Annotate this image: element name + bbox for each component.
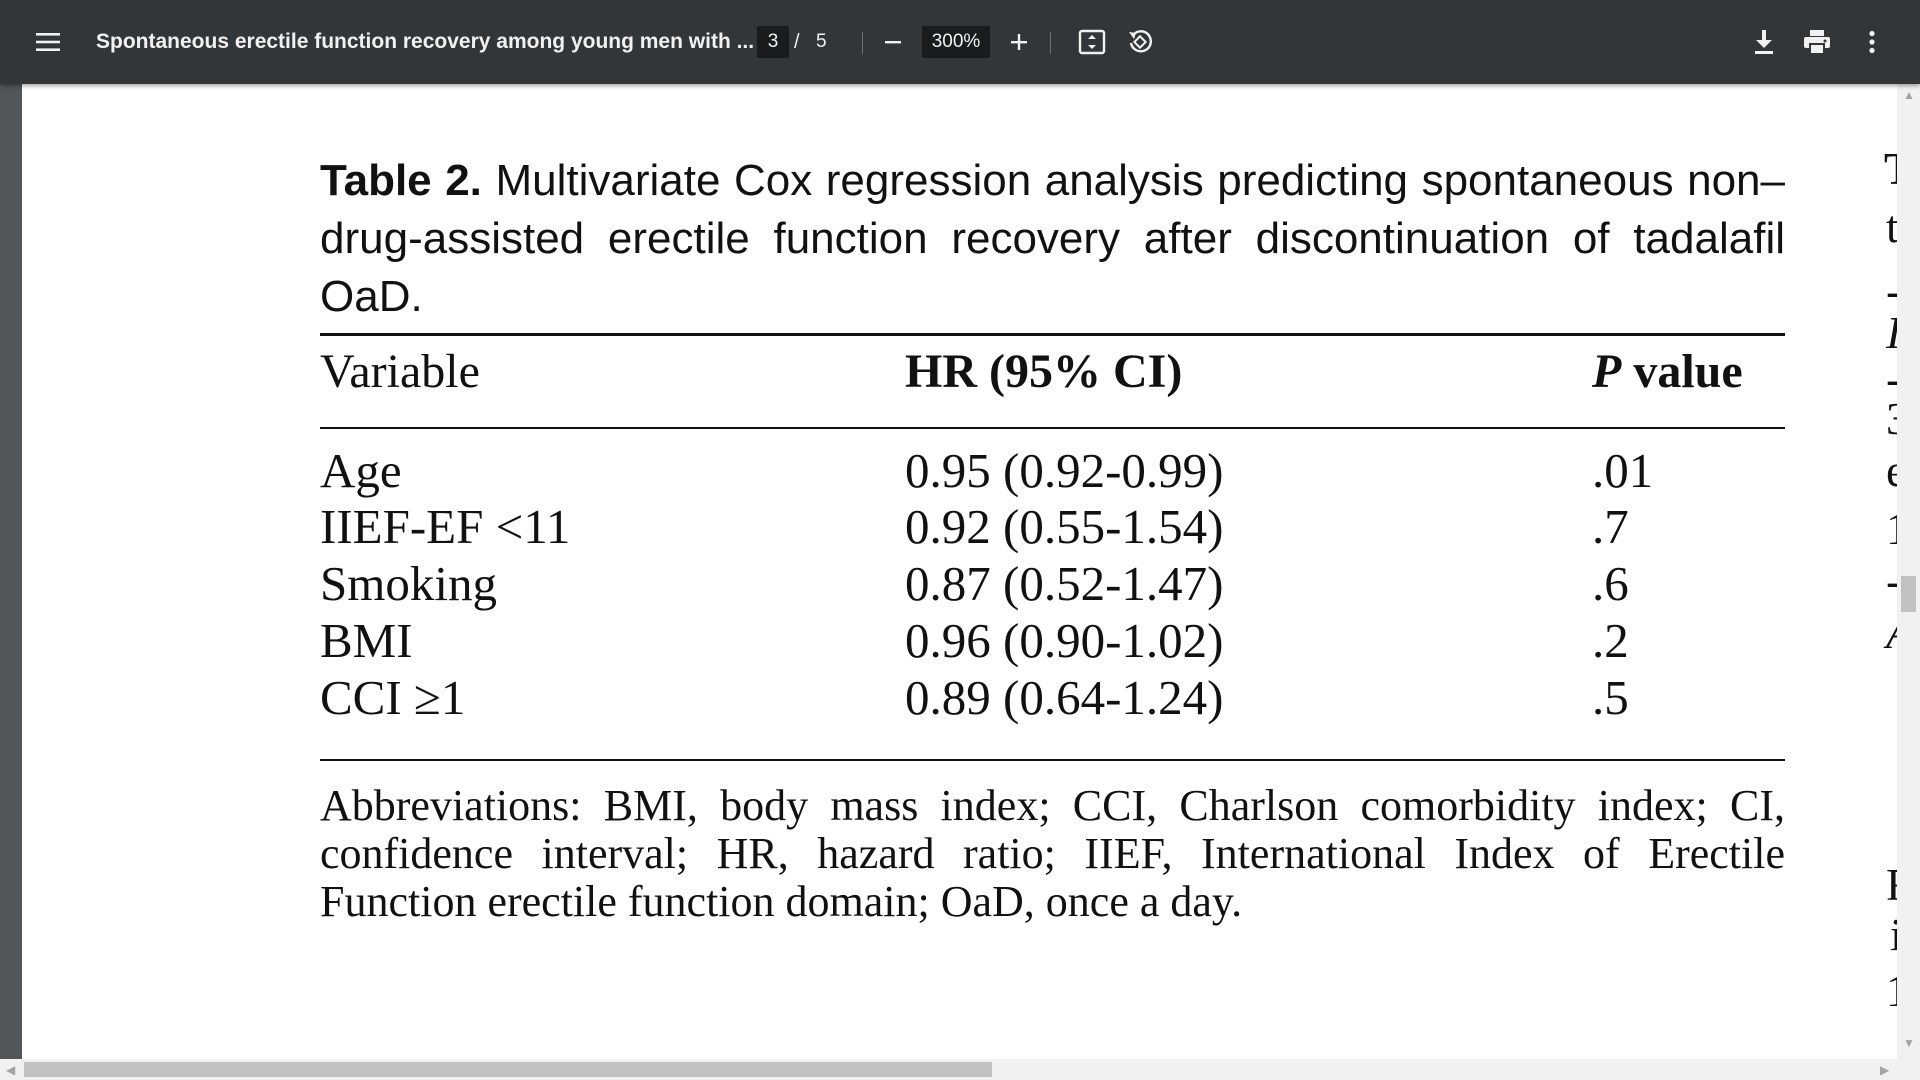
rotate-button[interactable] — [1120, 22, 1160, 62]
table-caption-label: Table 2. — [320, 156, 482, 205]
cell-p: .7 — [1592, 499, 1629, 554]
scroll-down-arrow-icon[interactable]: ▼ — [1903, 1036, 1915, 1050]
fit-page-button[interactable] — [1072, 22, 1112, 62]
pdf-toolbar: Spontaneous erectile function recovery a… — [0, 0, 1920, 84]
table-top-rule — [320, 333, 1785, 336]
header-hr: HR (95% CI) — [905, 345, 1183, 398]
scroll-left-arrow-icon[interactable]: ◀ — [6, 1063, 16, 1077]
page-number-input[interactable]: 3 — [757, 26, 789, 58]
zoom-out-button[interactable] — [873, 22, 913, 62]
cell-variable: IIEF-EF <11 — [320, 499, 571, 554]
download-icon — [1755, 30, 1773, 54]
more-icon — [1869, 30, 1875, 54]
print-icon — [1804, 30, 1830, 55]
cell-p: .5 — [1592, 670, 1629, 725]
page-total: 5 — [816, 31, 827, 52]
cell-variable: Smoking — [320, 556, 497, 611]
scroll-right-arrow-icon[interactable]: ▶ — [1880, 1063, 1890, 1077]
table-header-rule — [320, 427, 1785, 429]
header-p-value: P value — [1592, 344, 1743, 399]
zoom-out-icon — [885, 41, 901, 44]
table-bottom-rule — [320, 759, 1785, 761]
zoom-in-icon — [1011, 34, 1027, 50]
table-caption-text: Multivariate Cox regression analysis pre… — [320, 156, 1785, 321]
cell-hr: 0.92 (0.55-1.54) — [905, 499, 1224, 554]
pdf-viewer: Table 2. Multivariate Cox regression ana… — [0, 84, 1920, 1060]
cell-variable: BMI — [320, 613, 413, 668]
print-button[interactable] — [1797, 22, 1837, 62]
toolbar-divider — [862, 32, 863, 54]
more-actions-button[interactable] — [1852, 22, 1892, 62]
cell-hr: 0.96 (0.90-1.02) — [905, 613, 1224, 668]
menu-icon — [36, 33, 60, 51]
cell-hr: 0.87 (0.52-1.47) — [905, 556, 1224, 611]
pdf-page: Table 2. Multivariate Cox regression ana… — [22, 84, 1915, 1060]
header-p-rest: value — [1621, 345, 1743, 398]
cell-p: .2 — [1592, 613, 1629, 668]
cell-p: .01 — [1592, 443, 1654, 498]
header-variable: Variable — [320, 345, 480, 398]
text-fragment: t — [1886, 201, 1899, 252]
cell-hr: 0.95 (0.92-0.99) — [905, 443, 1224, 498]
rotate-icon — [1129, 30, 1153, 53]
zoom-level-input[interactable]: 300% — [922, 26, 990, 58]
scroll-up-arrow-icon[interactable]: ▲ — [1903, 88, 1915, 102]
zoom-in-button[interactable] — [999, 22, 1039, 62]
toolbar-divider — [1050, 32, 1051, 54]
menu-button[interactable] — [28, 22, 68, 62]
document-title: Spontaneous erectile function recovery a… — [96, 30, 755, 53]
fit-page-icon — [1078, 29, 1106, 55]
cell-hr: 0.89 (0.64-1.24) — [905, 670, 1224, 725]
table-caption: Table 2. Multivariate Cox regression ana… — [320, 152, 1785, 326]
horizontal-scroll-thumb[interactable] — [24, 1062, 992, 1077]
vertical-scrollbar[interactable] — [1897, 84, 1920, 1060]
cell-p: .6 — [1592, 556, 1629, 611]
vertical-scroll-thumb[interactable] — [1901, 576, 1916, 612]
page-separator: / — [794, 31, 800, 53]
cell-variable: CCI ≥1 — [320, 670, 466, 725]
cell-variable: Age — [320, 443, 402, 498]
header-p-italic: P — [1592, 345, 1622, 398]
table-footnote: Abbreviations: BMI, body mass index; CCI… — [320, 781, 1785, 926]
download-button[interactable] — [1744, 22, 1784, 62]
